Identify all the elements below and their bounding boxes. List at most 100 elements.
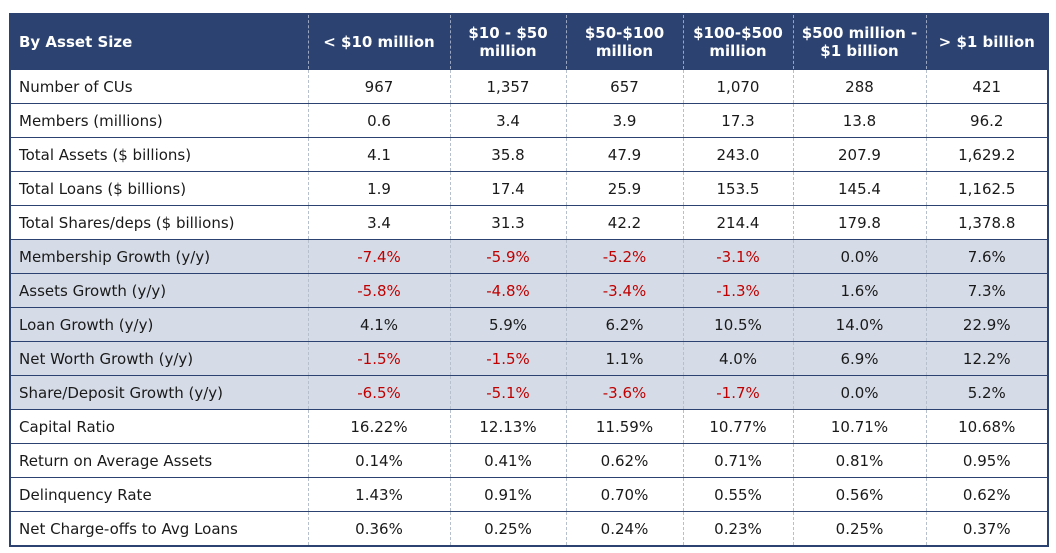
table-cell: 10.71% [792, 409, 926, 444]
table-cell: 13.8 [792, 103, 926, 138]
column-header: < $10 million [307, 15, 450, 70]
table-cell: 1,070 [682, 69, 793, 104]
table-row: Net Charge-offs to Avg Loans 0.36% 0.25% 0.… [11, 511, 1047, 545]
row-label: Membership Growth (y/y) [11, 239, 308, 274]
table-cell: 421 [925, 69, 1047, 104]
table-cell: -5.9% [449, 239, 566, 274]
table-row: Net Worth Growth (y/y) -1.5% -1.5% 1.1% 4.0%… [11, 341, 1047, 376]
table-cell: 42.2 [565, 205, 683, 240]
table-cell: 0.91% [449, 477, 566, 512]
table-cell: 6.9% [792, 341, 926, 376]
table-cell: -1.3% [682, 273, 793, 308]
table-cell: 0.0% [792, 239, 926, 274]
table-cell: 0.62% [925, 477, 1047, 512]
table-cell: 0.37% [925, 511, 1047, 545]
table-cell: 22.9% [925, 307, 1047, 342]
column-header: $50-$100 million [565, 15, 683, 70]
table-cell: 0.56% [792, 477, 926, 512]
table-cell: 0.81% [792, 443, 926, 478]
table-cell: 1.43% [307, 477, 450, 512]
table-cell: 0.71% [682, 443, 793, 478]
row-label: Net Charge-offs to Avg Loans [11, 511, 308, 545]
table-cell: 4.0% [682, 341, 793, 376]
row-label: Total Loans ($ billions) [11, 171, 308, 206]
table-cell: 35.8 [449, 137, 566, 172]
table-cell: 0.0% [792, 375, 926, 410]
table-cell: 145.4 [792, 171, 926, 206]
table-cell: 14.0% [792, 307, 926, 342]
column-header: $500 million - $1 billion [792, 15, 926, 70]
table-cell: 0.41% [449, 443, 566, 478]
header-label: By Asset Size [11, 15, 308, 70]
row-label: Share/Deposit Growth (y/y) [11, 375, 308, 410]
table-cell: 657 [565, 69, 683, 104]
table-cell: 10.68% [925, 409, 1047, 444]
asset-size-table: By Asset Size < $10 million $10 - $50 mi… [11, 15, 1047, 545]
table-cell: 5.2% [925, 375, 1047, 410]
table-cell: 1,629.2 [925, 137, 1047, 172]
table-cell: 0.62% [565, 443, 683, 478]
table-cell: 0.14% [307, 443, 450, 478]
table-cell: 31.3 [449, 205, 566, 240]
row-label: Return on Average Assets [11, 443, 308, 478]
table-cell: 12.13% [449, 409, 566, 444]
row-label: Delinquency Rate [11, 477, 308, 512]
header-row: By Asset Size < $10 million $10 - $50 mi… [11, 15, 1047, 70]
table-cell: 25.9 [565, 171, 683, 206]
table-cell: 207.9 [792, 137, 926, 172]
row-label: Capital Ratio [11, 409, 308, 444]
table-cell: 1.9 [307, 171, 450, 206]
table-cell: 12.2% [925, 341, 1047, 376]
table-row: Total Shares/deps ($ billions) 3.4 31.3 42.… [11, 205, 1047, 240]
table-cell: 153.5 [682, 171, 793, 206]
table-cell: 17.3 [682, 103, 793, 138]
table-row: Return on Average Assets 0.14% 0.41% 0.62% 0… [11, 443, 1047, 478]
row-label: Members (millions) [11, 103, 308, 138]
table-cell: 1,162.5 [925, 171, 1047, 206]
table-cell: 4.1% [307, 307, 450, 342]
table-cell: -5.8% [307, 273, 450, 308]
row-label: Net Worth Growth (y/y) [11, 341, 308, 376]
table-cell: 214.4 [682, 205, 793, 240]
table-cell: -5.2% [565, 239, 683, 274]
table-cell: 10.77% [682, 409, 793, 444]
asset-size-table-frame: By Asset Size < $10 million $10 - $50 mi… [9, 13, 1049, 547]
table-cell: 243.0 [682, 137, 793, 172]
table-row: Membership Growth (y/y) -7.4% -5.9% -5.2% -3… [11, 239, 1047, 274]
table-cell: 0.70% [565, 477, 683, 512]
table-cell: -1.5% [449, 341, 566, 376]
table-cell: 1.1% [565, 341, 683, 376]
column-header: > $1 billion [925, 15, 1047, 70]
table-cell: 10.5% [682, 307, 793, 342]
table-cell: 16.22% [307, 409, 450, 444]
table-cell: -5.1% [449, 375, 566, 410]
table-cell: -4.8% [449, 273, 566, 308]
table-cell: 0.36% [307, 511, 450, 545]
table-cell: -6.5% [307, 375, 450, 410]
table-cell: 0.25% [792, 511, 926, 545]
table-cell: 967 [307, 69, 450, 104]
table-row: Total Assets ($ billions) 4.1 35.8 47.9 243.… [11, 137, 1047, 172]
table-cell: -7.4% [307, 239, 450, 274]
table-cell: 1,357 [449, 69, 566, 104]
row-label: Total Assets ($ billions) [11, 137, 308, 172]
table-cell: 3.4 [307, 205, 450, 240]
table-row: Delinquency Rate 1.43% 0.91% 0.70% 0.55% 0.56… [11, 477, 1047, 512]
table-cell: 6.2% [565, 307, 683, 342]
table-cell: 96.2 [925, 103, 1047, 138]
table-cell: 7.3% [925, 273, 1047, 308]
table-cell: 47.9 [565, 137, 683, 172]
table-cell: 0.55% [682, 477, 793, 512]
table-cell: 0.25% [449, 511, 566, 545]
table-cell: -3.1% [682, 239, 793, 274]
table-cell: 5.9% [449, 307, 566, 342]
table-row: Members (millions) 0.6 3.4 3.9 17.3 13.8 96.2 [11, 103, 1047, 138]
table-row: Assets Growth (y/y) -5.8% -4.8% -3.4% -1.3% 1… [11, 273, 1047, 308]
table-cell: 3.9 [565, 103, 683, 138]
row-label: Assets Growth (y/y) [11, 273, 308, 308]
table-cell: -1.5% [307, 341, 450, 376]
table-cell: 7.6% [925, 239, 1047, 274]
table-cell: 11.59% [565, 409, 683, 444]
row-label: Loan Growth (y/y) [11, 307, 308, 342]
table-row: Number of CUs 967 1,357 657 1,070 288 421 [11, 69, 1047, 104]
